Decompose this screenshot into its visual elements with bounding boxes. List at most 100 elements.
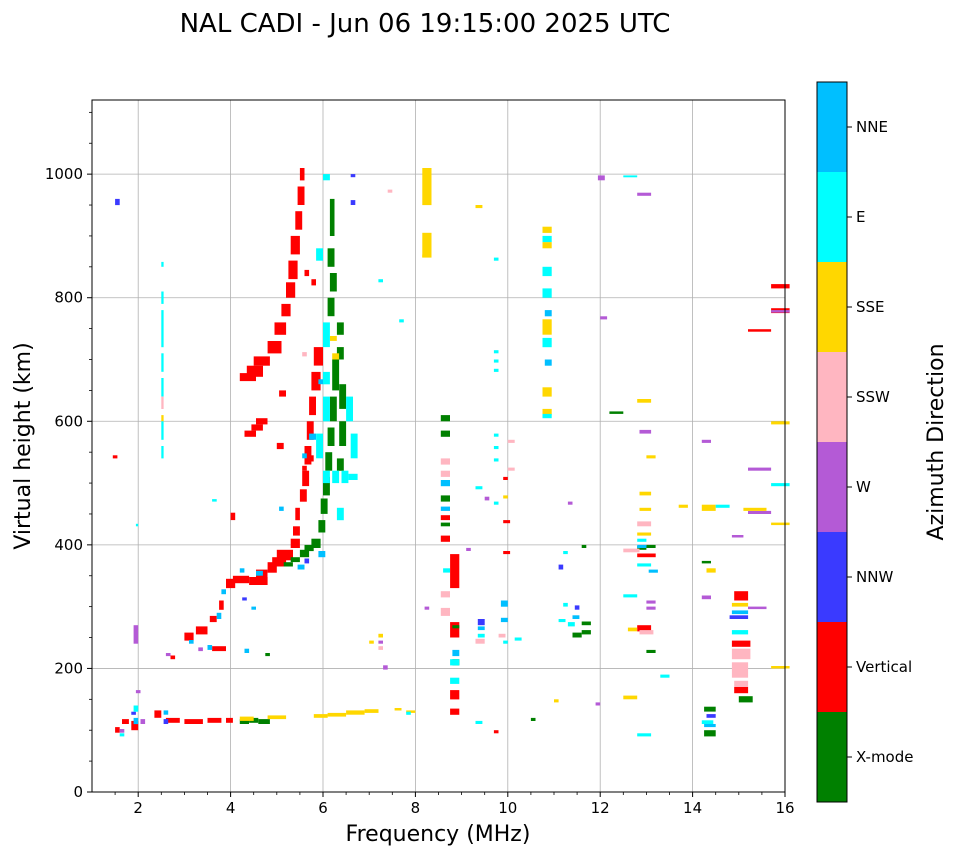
echo-mark [267, 341, 282, 354]
echo-mark [542, 387, 552, 397]
series-nnw [115, 174, 749, 724]
echo-mark [639, 429, 652, 434]
echo-mark [600, 316, 608, 320]
echo-mark [424, 606, 430, 610]
echo-mark [119, 729, 125, 733]
x-tick-label: 6 [318, 799, 328, 817]
echo-mark [484, 496, 490, 501]
echo-mark [304, 544, 314, 552]
echo-mark [341, 470, 349, 484]
echo-mark [332, 353, 340, 360]
echo-mark [493, 350, 499, 354]
echo-mark [207, 645, 213, 650]
echo-mark [256, 418, 268, 425]
echo-mark [323, 476, 330, 496]
echo-mark [477, 619, 485, 626]
echo-mark [450, 690, 460, 700]
y-axis: 0 200 400 600 800 1000 [45, 111, 92, 801]
colorbar-label: E [856, 208, 865, 226]
echo-mark [701, 595, 711, 600]
colorbar-label: Azimuth Direction [924, 343, 949, 540]
echo-mark [731, 630, 749, 635]
plot-area [92, 100, 785, 792]
echo-mark [131, 711, 136, 715]
echo-mark [332, 359, 340, 391]
echo-mark [771, 284, 790, 289]
echo-mark [542, 337, 552, 348]
echo-mark [327, 427, 335, 446]
echo-mark [440, 415, 450, 422]
echo-mark [309, 433, 316, 440]
series-nne [133, 310, 749, 728]
echo-mark [475, 486, 483, 490]
echo-mark [731, 535, 744, 538]
echo-mark [369, 640, 374, 644]
echo-mark [450, 622, 460, 638]
colorbar-segment [817, 442, 847, 532]
echo-mark [112, 455, 118, 459]
echo-mark [623, 175, 638, 178]
echo-mark [623, 548, 640, 553]
echo-mark [597, 175, 605, 181]
echo-mark [609, 411, 624, 414]
echo-mark [452, 625, 460, 629]
echo-mark [748, 606, 767, 610]
echo-mark [771, 666, 790, 669]
echo-mark [503, 495, 508, 499]
echo-mark [232, 575, 250, 584]
echo-mark [731, 662, 749, 678]
echo-mark [581, 630, 591, 635]
echo-mark [771, 310, 790, 313]
echo-mark [251, 424, 263, 431]
series-e [119, 174, 790, 737]
echo-mark [567, 501, 573, 505]
echo-mark [498, 633, 506, 638]
echo-mark [209, 615, 217, 623]
echo-mark [507, 439, 515, 443]
y-axis-label: Virtual height (km) [11, 342, 36, 549]
colorbar-label: Vertical [856, 658, 912, 676]
echo-mark [318, 520, 326, 533]
echo-mark [283, 562, 293, 567]
echo-mark [212, 499, 217, 502]
echo-mark [646, 455, 656, 459]
echo-mark [378, 646, 383, 650]
echo-mark [743, 507, 767, 511]
echo-mark [452, 649, 460, 657]
echo-mark [660, 674, 670, 678]
echo-mark [161, 353, 164, 372]
echo-mark [704, 730, 716, 737]
echo-mark [748, 329, 772, 332]
echo-mark [154, 710, 162, 718]
echo-mark [399, 319, 404, 323]
echo-mark [323, 396, 330, 422]
echo-mark [195, 626, 208, 635]
echo-mark [493, 446, 499, 450]
echo-mark [440, 430, 450, 437]
echo-mark [648, 569, 658, 573]
colorbar-label: NNE [856, 118, 888, 136]
echo-mark [637, 553, 656, 558]
echo-mark [297, 186, 305, 205]
echo-mark [265, 653, 270, 657]
echo-mark [246, 365, 263, 377]
y-tick-label: 200 [54, 659, 83, 677]
echo-mark [302, 465, 307, 471]
echo-mark [364, 709, 379, 713]
echo-mark [316, 248, 323, 261]
echo-mark [350, 433, 358, 459]
echo-mark [133, 705, 139, 712]
echo-mark [440, 522, 450, 527]
echo-mark [637, 625, 652, 632]
echo-mark [332, 470, 340, 484]
echo-mark [309, 396, 316, 416]
echo-mark [329, 198, 335, 236]
echo-mark [440, 458, 450, 465]
echo-mark [329, 336, 337, 341]
echo-mark [581, 621, 591, 626]
echo-mark [293, 526, 300, 536]
colorbar-segment [817, 532, 847, 622]
echo-mark [678, 504, 688, 508]
echo-mark [350, 200, 356, 205]
y-tick-label: 800 [54, 289, 83, 307]
